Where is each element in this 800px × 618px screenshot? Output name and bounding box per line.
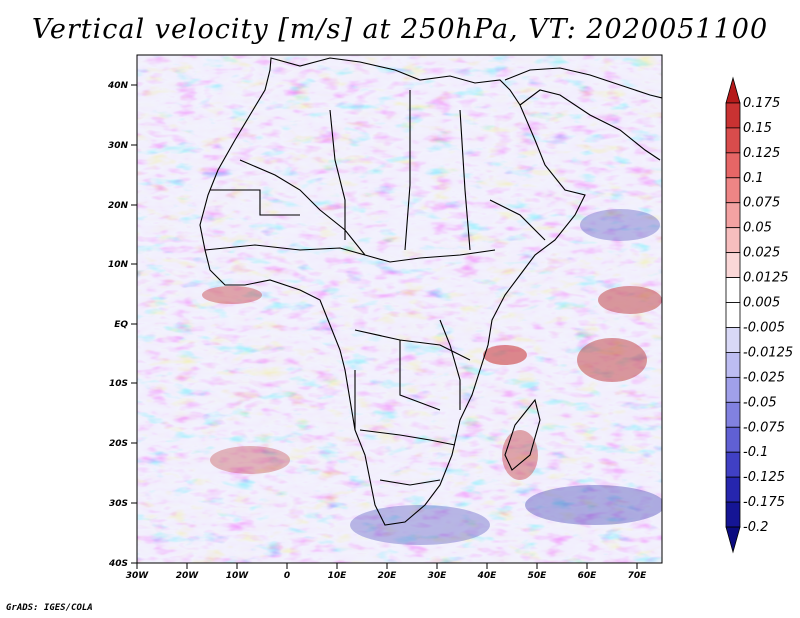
lon-tick-label: 70E <box>628 571 648 581</box>
colorbar-swatch <box>725 76 741 104</box>
colorbar-label: -0.175 <box>743 495 785 510</box>
lon-tick-label: 30E <box>428 571 448 581</box>
colorbar-swatch <box>725 352 741 378</box>
colorbar-label: -0.125 <box>743 470 785 485</box>
colorbar-swatch <box>725 526 741 554</box>
colorbar-swatch <box>725 327 741 353</box>
longitude-axis: 30W 20W 10W 0 10E 20E 30E 40E 50E 60E 70… <box>126 563 647 581</box>
colorbar-label: -0.0125 <box>743 345 793 360</box>
lat-tick-label: 10S <box>109 379 128 389</box>
lon-tick-label: 30W <box>126 571 150 581</box>
colorbar-label: -0.05 <box>743 395 777 410</box>
velocity-field <box>137 55 662 563</box>
lon-tick-label: 20W <box>176 571 200 581</box>
lon-tick-label: 40E <box>477 571 498 581</box>
colorbar-label: 0.005 <box>743 296 780 311</box>
colorbar-swatch <box>725 401 741 428</box>
map-frame <box>136 54 663 564</box>
colorbar-swatch <box>725 451 741 478</box>
lat-tick-label: 20N <box>108 201 129 211</box>
colorbar: 0.175 0.15 0.125 0.1 0.075 0.05 0.025 0.0125 0.0… <box>725 76 793 554</box>
coastline-borders <box>199 57 662 526</box>
lat-tick-label: 20S <box>109 439 128 449</box>
colorbar-swatch <box>725 376 741 403</box>
lon-tick-label: 50E <box>528 571 548 581</box>
lat-tick-label: EQ <box>114 320 128 330</box>
colorbar-swatch <box>725 102 741 129</box>
colorbar-label: -0.075 <box>743 420 785 435</box>
lat-tick-label: 30N <box>108 141 129 151</box>
lon-tick-label: 20E <box>378 571 398 581</box>
colorbar-label: 0.05 <box>743 221 772 236</box>
colorbar-label: 0.125 <box>743 146 780 161</box>
colorbar-swatch <box>725 152 741 179</box>
colorbar-label: 0.1 <box>743 171 764 186</box>
colorbar-label: 0.075 <box>743 196 780 211</box>
colorbar-swatch <box>725 252 741 278</box>
colorbar-swatch <box>725 476 741 503</box>
colorbar-label: -0.2 <box>743 520 768 535</box>
colorbar-label: 0.025 <box>743 246 780 261</box>
lon-tick-label: 10E <box>328 571 348 581</box>
lat-tick-label: 40N <box>107 81 129 91</box>
lat-tick-label: 30S <box>109 499 128 509</box>
lat-tick-label: 10N <box>108 260 129 270</box>
lon-tick-label: 0 <box>284 571 290 581</box>
colorbar-label: -0.005 <box>743 320 785 335</box>
colorbar-label: -0.1 <box>743 445 768 460</box>
colorbar-swatch <box>725 127 741 154</box>
latitude-axis: 40N 30N 20N 10N EQ 10S 20S 30S 40S <box>107 81 137 569</box>
colorbar-swatch <box>725 277 741 303</box>
lon-tick-label: 60E <box>578 571 598 581</box>
colorbar-label: -0.025 <box>743 370 785 385</box>
chart-title: Vertical velocity [m/s] at 250hPa, VT: 2… <box>31 14 769 45</box>
colorbar-swatch <box>725 426 741 453</box>
colorbar-swatch <box>725 501 741 528</box>
colorbar-label: 0.15 <box>743 121 772 136</box>
colorbar-label: 0.175 <box>743 96 780 111</box>
grads-credit: GrADS: IGES/COLA <box>6 603 93 613</box>
colorbar-label: 0.0125 <box>743 271 789 286</box>
colorbar-swatch <box>725 227 741 254</box>
colorbar-swatch <box>725 302 741 328</box>
lat-tick-label: 40S <box>108 559 128 569</box>
colorbar-swatch <box>725 202 741 229</box>
lon-tick-label: 10W <box>226 571 250 581</box>
colorbar-swatch <box>725 177 741 204</box>
